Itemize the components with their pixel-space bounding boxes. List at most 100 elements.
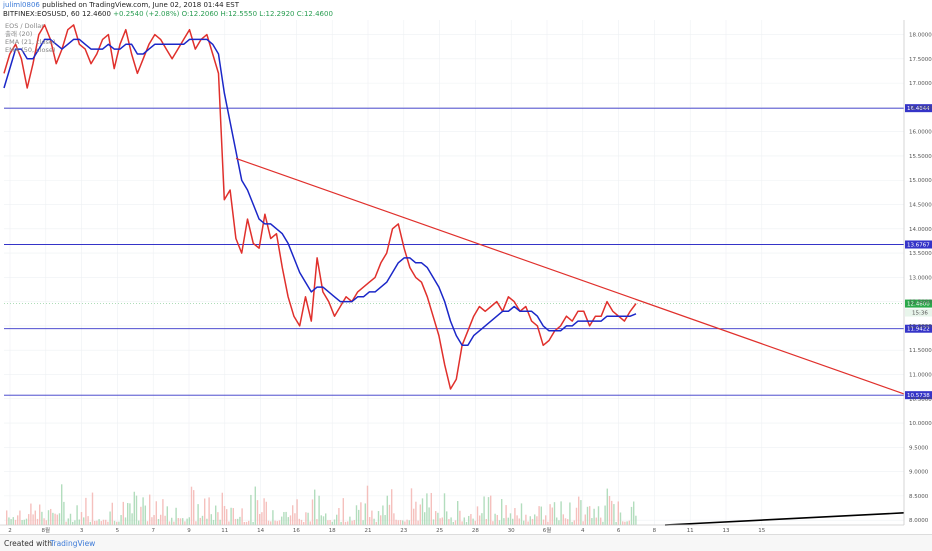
volume-bar [333,519,336,525]
price-tick-label: 17.5000 [909,57,932,63]
volume-bar [316,519,318,525]
volume-bar [265,501,267,525]
volume-bar [373,518,375,525]
volume-bar [600,517,602,525]
volume-bar [320,515,322,525]
volume-bar [166,506,168,525]
volume-bar [45,520,47,525]
volume-bar [289,515,292,525]
time-tick-label: 6월 [543,526,552,534]
volume-bar [267,520,270,525]
ohlc-values: O:12.2060 H:12.5550 L:12.2920 C:12.4600 [181,10,333,18]
volume-bar [230,507,232,525]
volume-bar [168,521,171,525]
volume-bar [512,518,514,525]
time-tick-label: 4 [581,528,585,534]
volume-bar [107,521,109,525]
legend-ema-fast[interactable]: EMA (21, close) [5,38,56,46]
volume-bar [318,495,320,525]
volume-bar [404,521,406,525]
volume-bar [210,514,212,525]
volume-bar [252,521,254,525]
volume-bar [39,504,41,525]
price-chart[interactable]: 16.4844 13.6767 11.9422 10.5738 12.4600 15:36… [0,20,932,534]
volume-bar [611,500,613,525]
volume-bar [454,520,457,525]
volume-bar [399,520,402,525]
volume-bar [182,518,184,525]
created-with-text: Created with [4,539,52,548]
volume-bar [153,515,155,525]
volume-bar [430,492,432,525]
volume-bar [223,505,226,525]
volume-bar [602,521,604,525]
volume-bar [556,517,558,525]
volume-bar [186,518,188,525]
volume-bar [177,518,179,525]
legend-ema-slow[interactable]: EMA (50, close) [5,46,56,54]
price-tick-label: 17.0000 [909,81,932,87]
volume-bar [129,503,131,525]
volume-bar [474,520,476,525]
volume-bar [329,520,331,525]
volume-bar [188,517,190,525]
volume-bar [144,505,146,525]
time-tick-label: 14 [257,528,264,534]
volume-bar [584,514,586,525]
volume-bar [560,501,562,525]
volume-bar [65,521,67,525]
volume-bar [305,512,307,525]
volume-bar [120,515,122,525]
volume-bar [285,511,287,525]
volume-bar [23,519,25,525]
volume-bar [496,515,498,525]
price-tick-label: 13.5000 [909,251,932,257]
volume-bar [248,520,250,525]
volume-bar [595,517,597,525]
volume-bar [142,497,144,525]
volume-bar [116,521,118,525]
volume-bar [56,514,58,525]
volume-bar [494,513,496,525]
legend-volume[interactable]: 출래 (20) [5,30,33,38]
volume-bar [571,521,573,525]
volume-bar [102,519,105,525]
volume-bar [536,516,538,525]
volume-bar [338,507,340,525]
volume-bar [353,520,355,525]
volume-bar [281,516,283,525]
volume-bar [505,505,507,525]
time-tick-label: 21 [365,528,372,534]
volume-bar [534,514,536,525]
volume-bar [300,519,303,525]
time-tick-label: 9 [187,528,191,534]
volume-bar [72,521,74,525]
time-tick-label: 3 [80,528,84,534]
level-tag [905,324,932,333]
tradingview-logo[interactable]: TradingView [50,539,96,548]
volume-bar [426,493,428,525]
volume-bar [615,521,617,525]
price-tick-label: 16.0000 [909,130,932,136]
volume-bar [314,489,316,525]
volume-bars [6,484,637,525]
volume-bar [179,518,182,525]
volume-bar [459,510,461,525]
volume-bar [131,513,133,525]
volume-bar [303,521,305,525]
series-line-slow [3,38,637,347]
level-label: 16.4844 [907,106,930,112]
legend-symbol[interactable]: EOS / Dollar [5,22,44,30]
volume-bar [327,520,329,525]
price-tick-label: 12.5000 [909,300,932,306]
volume-bar [476,506,479,525]
volume-bar [366,485,369,525]
time-tick-label: 7 [151,528,155,534]
volume-bar [146,521,149,525]
price-tick-label: 10.5000 [909,397,932,403]
author-link[interactable]: juliml0806 [3,1,40,9]
volume-bar [402,520,404,525]
volume-bar [34,510,36,525]
volume-bar [69,513,72,525]
volume-bar [28,514,30,525]
